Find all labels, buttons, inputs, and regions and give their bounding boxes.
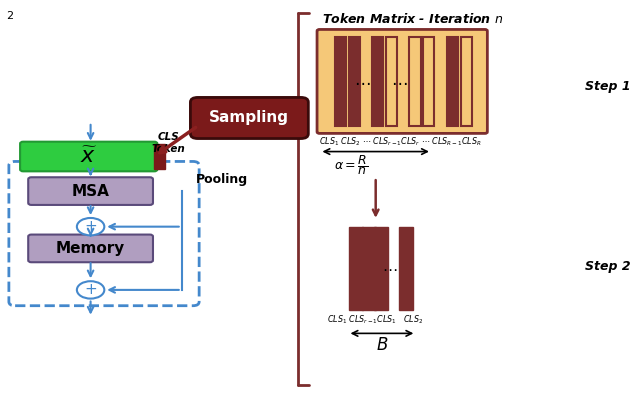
Text: Step 2: Step 2 bbox=[585, 259, 630, 273]
Text: Sampling: Sampling bbox=[209, 111, 289, 125]
Bar bbox=[399, 227, 413, 310]
FancyBboxPatch shape bbox=[154, 144, 166, 170]
Bar bbox=[447, 37, 458, 126]
Text: $\cdots$: $\cdots$ bbox=[391, 73, 408, 92]
Text: +: + bbox=[84, 219, 97, 234]
FancyBboxPatch shape bbox=[317, 29, 487, 133]
Circle shape bbox=[77, 281, 104, 298]
FancyBboxPatch shape bbox=[191, 98, 308, 139]
Text: CLS
Token: CLS Token bbox=[152, 132, 186, 154]
Text: Pooling: Pooling bbox=[196, 173, 248, 186]
Text: $CLS_1\ CLS_2\ \cdots\ CLS_{r-1}CLS_r\ \cdots\ CLS_{R-1}CLS_R$: $CLS_1\ CLS_2\ \cdots\ CLS_{r-1}CLS_r\ \… bbox=[319, 135, 482, 148]
Circle shape bbox=[77, 218, 104, 235]
Bar bbox=[423, 37, 435, 126]
Bar bbox=[372, 37, 383, 126]
Text: $CLS_1\ CLS_{r-1}CLS_1\quad CLS_2$: $CLS_1\ CLS_{r-1}CLS_1\quad CLS_2$ bbox=[328, 313, 424, 326]
FancyBboxPatch shape bbox=[28, 234, 153, 262]
Text: Memory: Memory bbox=[56, 241, 125, 256]
Bar bbox=[349, 227, 364, 310]
Text: $B$: $B$ bbox=[376, 336, 388, 354]
Text: $\cdots$: $\cdots$ bbox=[354, 73, 371, 92]
Text: $\widetilde{x}$: $\widetilde{x}$ bbox=[80, 146, 97, 168]
FancyBboxPatch shape bbox=[28, 177, 153, 205]
Bar bbox=[349, 37, 360, 126]
Text: 2: 2 bbox=[6, 11, 13, 21]
Bar bbox=[410, 37, 420, 126]
Text: +: + bbox=[84, 283, 97, 297]
Text: $\alpha = \dfrac{R}{n}$: $\alpha = \dfrac{R}{n}$ bbox=[333, 153, 368, 177]
Bar bbox=[461, 37, 472, 126]
Bar bbox=[362, 227, 376, 310]
Text: Step 1: Step 1 bbox=[585, 80, 630, 93]
Text: Token Matrix - Iteration $n$: Token Matrix - Iteration $n$ bbox=[323, 12, 504, 26]
FancyBboxPatch shape bbox=[20, 142, 157, 171]
Text: MSA: MSA bbox=[72, 183, 109, 199]
Text: $\cdots$: $\cdots$ bbox=[382, 261, 397, 276]
Bar bbox=[335, 37, 346, 126]
Bar bbox=[386, 37, 397, 126]
Bar bbox=[374, 227, 388, 310]
